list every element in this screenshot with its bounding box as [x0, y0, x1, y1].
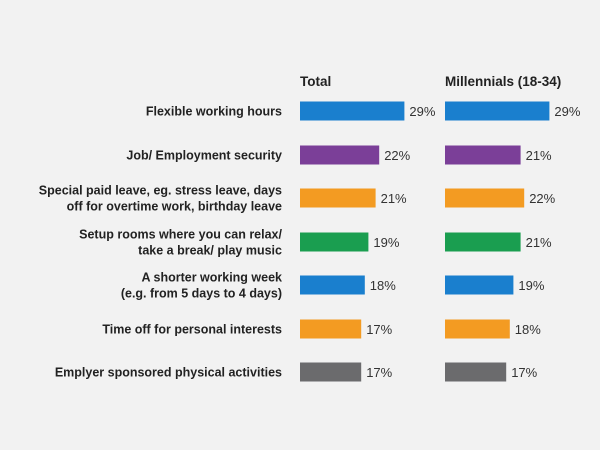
category-label-0: Flexible working hours [146, 105, 282, 119]
category-label-5: Time off for personal interests [102, 323, 282, 337]
value-label-1-1: 21% [526, 148, 552, 163]
value-label-0-4: 18% [370, 278, 396, 293]
bar-1-4 [445, 275, 514, 295]
value-label-1-3: 21% [526, 235, 552, 250]
value-label-1-6: 17% [511, 365, 537, 380]
value-label-1-4: 19% [518, 278, 544, 293]
bar-0-2 [300, 188, 376, 208]
value-label-1-5: 18% [515, 322, 541, 337]
bar-0-5 [300, 319, 362, 339]
bar-0-0 [300, 101, 405, 121]
value-label-0-2: 21% [381, 191, 407, 206]
bar-1-0 [445, 101, 550, 121]
bar-1-2 [445, 188, 525, 208]
bar-1-5 [445, 319, 510, 339]
bar-1-3 [445, 232, 521, 252]
category-label-3-line-0: Setup rooms where you can relax/ [79, 228, 282, 242]
bar-1-6 [445, 362, 507, 382]
value-label-0-5: 17% [366, 322, 392, 337]
category-label-4-line-1: (e.g. from 5 days to 4 days) [121, 287, 282, 301]
category-label-2-line-1: off for overtime work, birthday leave [67, 200, 282, 214]
bar-0-4 [300, 275, 365, 295]
value-label-0-1: 22% [384, 148, 410, 163]
series-header-1: Millennials (18-34) [445, 74, 561, 89]
category-label-1: Job/ Employment security [126, 149, 282, 163]
bar-0-1 [300, 145, 380, 165]
series-header-0: Total [300, 74, 331, 89]
value-label-0-3: 19% [373, 235, 399, 250]
category-label-2-line-0: Special paid leave, eg. stress leave, da… [39, 184, 282, 198]
category-label-3-line-1: take a break/ play music [138, 244, 282, 258]
value-label-1-0: 29% [554, 104, 580, 119]
category-label-6: Emplyer sponsored physical activities [55, 366, 282, 380]
value-label-0-0: 29% [409, 104, 435, 119]
bar-0-6 [300, 362, 362, 382]
value-label-0-6: 17% [366, 365, 392, 380]
value-label-1-2: 22% [529, 191, 555, 206]
category-label-4-line-0: A shorter working week [141, 271, 282, 285]
bar-0-3 [300, 232, 369, 252]
bar-1-1 [445, 145, 521, 165]
